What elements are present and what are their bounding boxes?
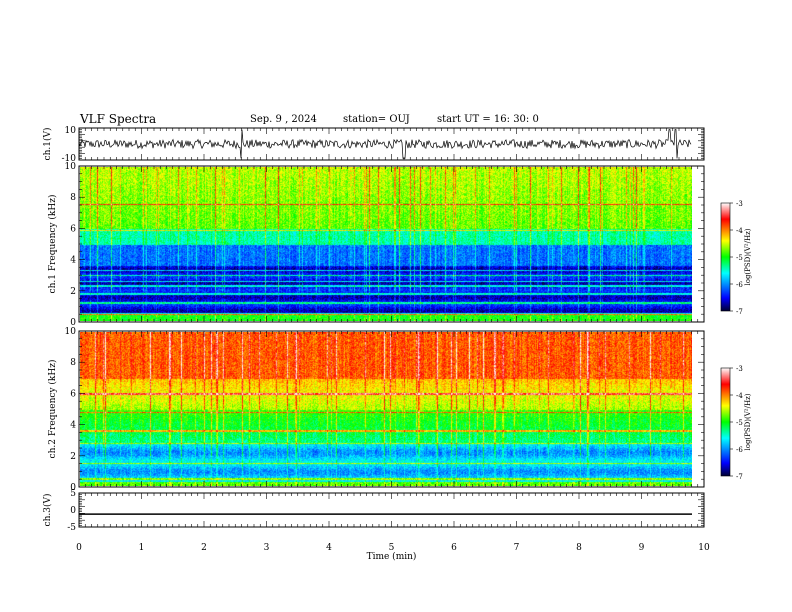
colorbar-label: log(PSD)(V²/Hz): [744, 228, 752, 285]
y-tick-label: 0: [70, 318, 76, 328]
ch1-colorbar: [720, 202, 731, 312]
y-axis-label: ch.1(V): [42, 128, 53, 161]
y-tick-label: 4: [70, 256, 76, 266]
colorbar-tick-label: -7: [736, 308, 743, 316]
y-tick-label: 4: [70, 421, 76, 431]
x-axis-label: Time (min): [367, 551, 417, 562]
start-time-label: start UT = 16: 30: 0: [437, 114, 539, 125]
x-tick-label: 5: [389, 543, 395, 553]
x-tick-label: 8: [576, 543, 582, 553]
x-tick-label: 0: [76, 543, 82, 553]
y-tick-label: 5: [70, 489, 76, 499]
chart-title: VLF Spectra: [80, 112, 157, 126]
x-tick-label: 10: [698, 543, 710, 553]
y-tick-label: 10: [65, 327, 77, 337]
y-tick-label: -10: [62, 154, 77, 164]
ch1-waveform-trace: [78, 129, 692, 159]
y-axis-label: ch.1 Frequency (kHz): [47, 195, 58, 294]
x-tick-label: 2: [201, 543, 207, 553]
colorbar-tick-label: -6: [736, 281, 743, 289]
x-tick-label: 9: [639, 543, 645, 553]
station-label: station= OUJ: [343, 114, 410, 125]
x-tick-label: 4: [326, 543, 332, 553]
colorbar-tick-label: -5: [736, 419, 743, 427]
y-axis-label: ch.3(V): [42, 494, 53, 527]
x-tick-label: 3: [264, 543, 270, 553]
colorbar-tick-label: -4: [736, 227, 743, 235]
ch2-colorbar: [720, 367, 731, 477]
colorbar-tick-label: -3: [736, 200, 743, 208]
y-tick-label: 2: [70, 452, 76, 462]
y-axis-label: ch.2 Frequency (kHz): [47, 360, 58, 459]
ch2-spectrogram: [80, 332, 692, 486]
y-tick-label: -5: [67, 523, 76, 533]
colorbar-tick-label: -4: [736, 392, 743, 400]
date-label: Sep. 9 , 2024: [250, 114, 317, 125]
y-tick-label: 6: [70, 224, 76, 234]
axis-ticks: [78, 127, 733, 528]
colorbar-tick-label: -3: [736, 365, 743, 373]
ch1-spectrogram: [80, 167, 692, 321]
y-tick-label: 2: [70, 287, 76, 297]
y-tick-label: 8: [70, 193, 76, 203]
x-tick-label: 6: [451, 543, 457, 553]
x-tick-label: 7: [514, 543, 520, 553]
colorbar-tick-label: -7: [736, 473, 743, 481]
y-tick-label: 6: [70, 389, 76, 399]
y-tick-label: 0: [70, 506, 76, 516]
ch1-waveform-path: [78, 129, 692, 159]
colorbar-tick-label: -5: [736, 254, 743, 262]
y-tick-label: 10: [65, 162, 77, 172]
colorbar-label: log(PSD)(V²/Hz): [744, 393, 752, 450]
y-tick-label: 8: [70, 358, 76, 368]
colorbar-tick-label: -6: [736, 446, 743, 454]
y-tick-label: 10: [65, 126, 77, 136]
x-tick-label: 1: [139, 543, 145, 553]
y-tick-label: 0: [70, 483, 76, 493]
